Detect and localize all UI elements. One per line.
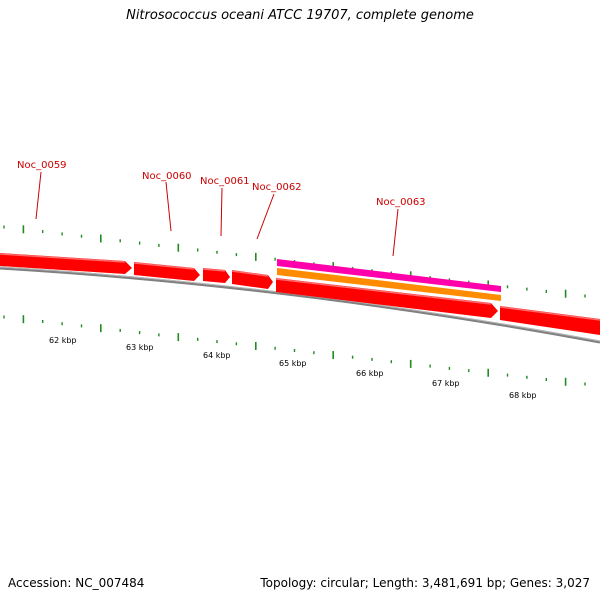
gene-label-noc-0060[interactable]: Noc_0060 (142, 171, 192, 182)
gene-arrow-noc-0058[interactable] (0, 253, 132, 274)
leader-line-noc-0059 (35, 171, 42, 220)
gene-label-noc-0061[interactable]: Noc_0061 (200, 176, 250, 187)
gene-arrow-noc-0062[interactable] (276, 278, 498, 318)
gene-arrow-noc-0063[interactable] (500, 306, 600, 335)
gene-arrow-highlights (0, 253, 600, 321)
gene-arrow-noc-0061[interactable] (232, 270, 273, 289)
map-title: Nitrosococcus oceani ATCC 19707, complet… (126, 8, 474, 23)
leader-line-noc-0063 (392, 208, 399, 257)
inner-tick-marks (3, 315, 586, 386)
gene-arrows (0, 253, 600, 335)
scale-label-67kbp: 67 kbp (432, 379, 460, 388)
gene-label-noc-0062[interactable]: Noc_0062 (252, 182, 302, 193)
gene-label-noc-0059[interactable]: Noc_0059 (17, 160, 67, 171)
feature-track-orange (277, 268, 501, 301)
backbone-highlight (0, 266, 600, 342)
feature-track-magenta (277, 259, 501, 292)
gene-label-noc-0063[interactable]: Noc_0063 (376, 197, 426, 208)
scale-label-65kbp: 65 kbp (279, 359, 307, 368)
scale-label-66kbp: 66 kbp (356, 369, 384, 378)
gene-arrow-noc-0059[interactable] (134, 262, 200, 281)
genome-backbone (0, 266, 600, 344)
genome-summary-text: Topology: circular; Length: 3,481,691 bp… (260, 576, 590, 590)
scale-label-64kbp: 64 kbp (203, 351, 231, 360)
leader-line-noc-0060 (165, 181, 172, 232)
scale-labels: 62 kbp 63 kbp 64 kbp 65 kbp 66 kbp 67 kb… (49, 336, 537, 400)
accession-text: Accession: NC_007484 (8, 576, 145, 590)
scale-label-63kbp: 63 kbp (126, 343, 154, 352)
leader-line-noc-0062 (256, 193, 275, 240)
leader-line-noc-0061 (220, 187, 223, 237)
gene-labels: Noc_0059 Noc_0060 Noc_0061 Noc_0062 Noc_… (17, 160, 426, 257)
scale-label-68kbp: 68 kbp (509, 391, 537, 400)
gene-arrow-noc-0060[interactable] (203, 268, 230, 283)
scale-label-62kbp: 62 kbp (49, 336, 77, 345)
